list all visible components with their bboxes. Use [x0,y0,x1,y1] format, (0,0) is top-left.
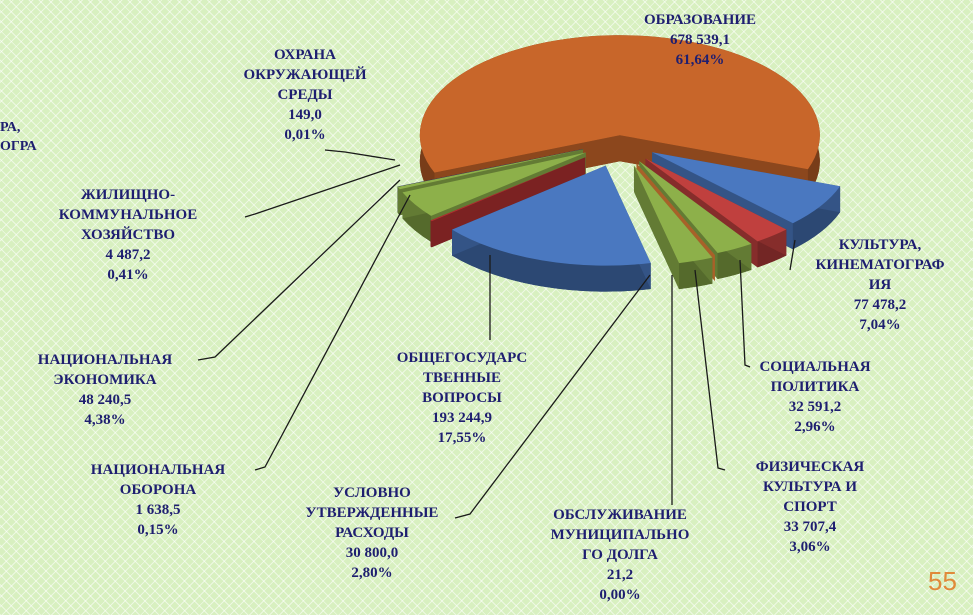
slice [636,163,715,256]
slice-side [652,152,841,250]
label-category: СОЦИАЛЬНАЯ ПОЛИТИКА [759,359,871,395]
label-percent: 7,04% [859,317,901,333]
label-category: НАЦИОНАЛЬНАЯ ЭКОНОМИКА [37,352,173,388]
label-value: 48 240,5 [78,392,132,408]
label-percent: 0,41% [107,267,149,283]
slice [652,152,841,224]
slice [402,152,586,216]
label-category: ОБСЛУЖИВАНИЕ МУНИЦИПАЛЬНО ГО ДОЛГА [550,507,690,563]
leader-line [739,259,751,368]
label-category: ОХРАНА ОКРУЖАЮЩЕЙ СРЕДЫ [243,47,367,103]
label-percent: 4,38% [84,412,126,428]
label-value: 678 539,1 [669,32,730,48]
slice [397,149,584,190]
slice-side [645,158,787,268]
label-percent: 61,64% [675,52,725,68]
label-value: 4 487,2 [105,247,151,263]
label-value: 33 707,4 [783,519,837,535]
label-value: 193 244,9 [431,410,492,426]
slice [397,149,583,187]
slice-label: НАЦИОНАЛЬНАЯ ЭКОНОМИКА 48 240,5 4,38% [38,350,172,430]
leader-line [454,274,651,519]
slice-label: НАЦИОНАЛЬНАЯ ОБОРОНА 1 638,5 0,15% [91,460,225,540]
label-category: УСЛОВНО УТВЕРЖДЕННЫЕ РАСХОДЫ [305,485,439,541]
label-value: 149,0 [288,107,322,123]
label-category: ОБЩЕГОСУДАРС ТВЕННЫЕ ВОПРОСЫ [396,350,528,406]
slice-label: ЖИЛИЩНО- КОММУНАЛЬНОЕ ХОЗЯЙСТВО 4 487,2 0,… [59,185,197,285]
label-category: ОБРАЗОВАНИЕ [643,12,757,28]
label-value: 1 638,5 [135,502,181,518]
slice-label: ОХРАНА ОКРУЖАЮЩЕЙ СРЕДЫ 149,0 0,01% [243,45,366,145]
label-category: ЖИЛИЩНО- КОММУНАЛЬНОЕ ХОЗЯЙСТВО [58,187,198,243]
cut-label: РА, ОГРА [0,120,37,154]
label-value: 77 478,2 [853,297,907,313]
slice-label: ОБРАЗОВАНИЕ 678 539,1 61,64% [644,10,756,70]
label-category: КУЛЬТУРА, КИНЕМАТОГРАФ ИЯ [815,237,945,293]
label-percent: 2,80% [351,565,393,581]
leader-line [254,194,411,471]
slice-label: ОБЩЕГОСУДАРС ТВЕННЫЕ ВОПРОСЫ 193 244,9 17,… [397,348,528,448]
slice [639,161,752,254]
leader-line [789,239,796,271]
page-number: 55 [928,566,957,596]
label-value: 21,2 [606,567,634,583]
label-value: 32 591,2 [788,399,842,415]
label-category: НАЦИОНАЛЬНАЯ ОБОРОНА [90,462,226,498]
leader-line [324,149,396,161]
slice [645,158,787,242]
slice [452,165,651,266]
slice-side [452,229,651,292]
label-value: 30 800,0 [345,545,399,561]
label-percent: 0,00% [599,587,641,603]
label-percent: 0,15% [137,522,179,538]
leader-line [197,179,401,361]
leader-line [244,164,401,218]
slice [419,35,820,173]
label-percent: 17,55% [437,430,487,446]
slice-label: ФИЗИЧЕСКАЯ КУЛЬТУРА И СПОРТ 33 707,4 3,06% [756,457,865,557]
slice-label: СОЦИАЛЬНАЯ ПОЛИТИКА 32 591,2 2,96% [759,357,870,437]
label-percent: 3,06% [789,539,831,555]
slice [633,165,713,264]
leader-lines [197,149,796,519]
pie [397,35,841,292]
slice-label: УСЛОВНО УТВЕРЖДЕННЫЕ РАСХОДЫ 30 800,0 2,80… [306,483,439,583]
label-percent: 2,96% [794,419,836,435]
leader-line [694,269,726,471]
slice-label: КУЛЬТУРА, КИНЕМАТОГРАФ ИЯ 77 478,2 7,04% [816,235,945,335]
label-percent: 0,01% [284,127,326,143]
label-category: ФИЗИЧЕСКАЯ КУЛЬТУРА И СПОРТ [755,459,865,515]
slice [430,157,586,222]
slice-label: ОБСЛУЖИВАНИЕ МУНИЦИПАЛЬНО ГО ДОЛГА 21,2 0,… [551,505,690,605]
